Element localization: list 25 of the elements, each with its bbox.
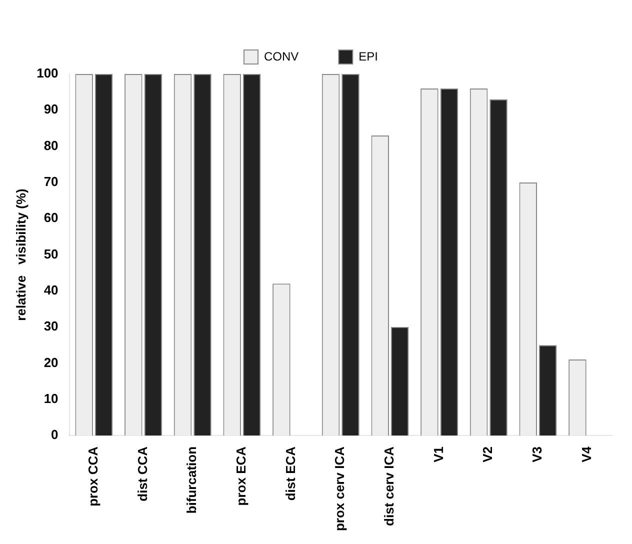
x-tick-label: V4 [578, 446, 594, 462]
x-tick-label: dist cerv ICA [382, 446, 397, 526]
y-tick-label: 10 [44, 390, 58, 406]
y-tick-label: 50 [44, 246, 58, 262]
y-tick-label: 100 [36, 66, 58, 81]
x-tick-label: prox CCA [86, 446, 101, 506]
x-tick-label: V2 [480, 446, 496, 462]
legend-label: EPI [358, 49, 378, 64]
y-axis-title: relative visibility (%) [13, 188, 28, 321]
x-tick-label: prox ECA [234, 446, 249, 506]
y-tick-label: 60 [44, 210, 58, 226]
x-tick-label: V1 [430, 446, 446, 462]
y-tick-label: 30 [44, 318, 58, 334]
legend-label: CONV [264, 49, 299, 64]
y-tick-label: 20 [44, 354, 58, 370]
y-tick-label: 0 [51, 427, 58, 442]
x-tick-label: bifurcation [184, 446, 200, 514]
x-tick-label: prox cerv ICA [332, 446, 348, 532]
y-tick-label: 90 [44, 102, 58, 117]
x-tick-label: dist CCA [134, 446, 150, 502]
x-tick-label: V3 [530, 446, 545, 462]
y-tick-label: 40 [44, 282, 58, 298]
x-tick-label: dist ECA [282, 446, 298, 501]
y-tick-label: 70 [44, 174, 58, 190]
y-tick-label: 80 [44, 138, 58, 153]
